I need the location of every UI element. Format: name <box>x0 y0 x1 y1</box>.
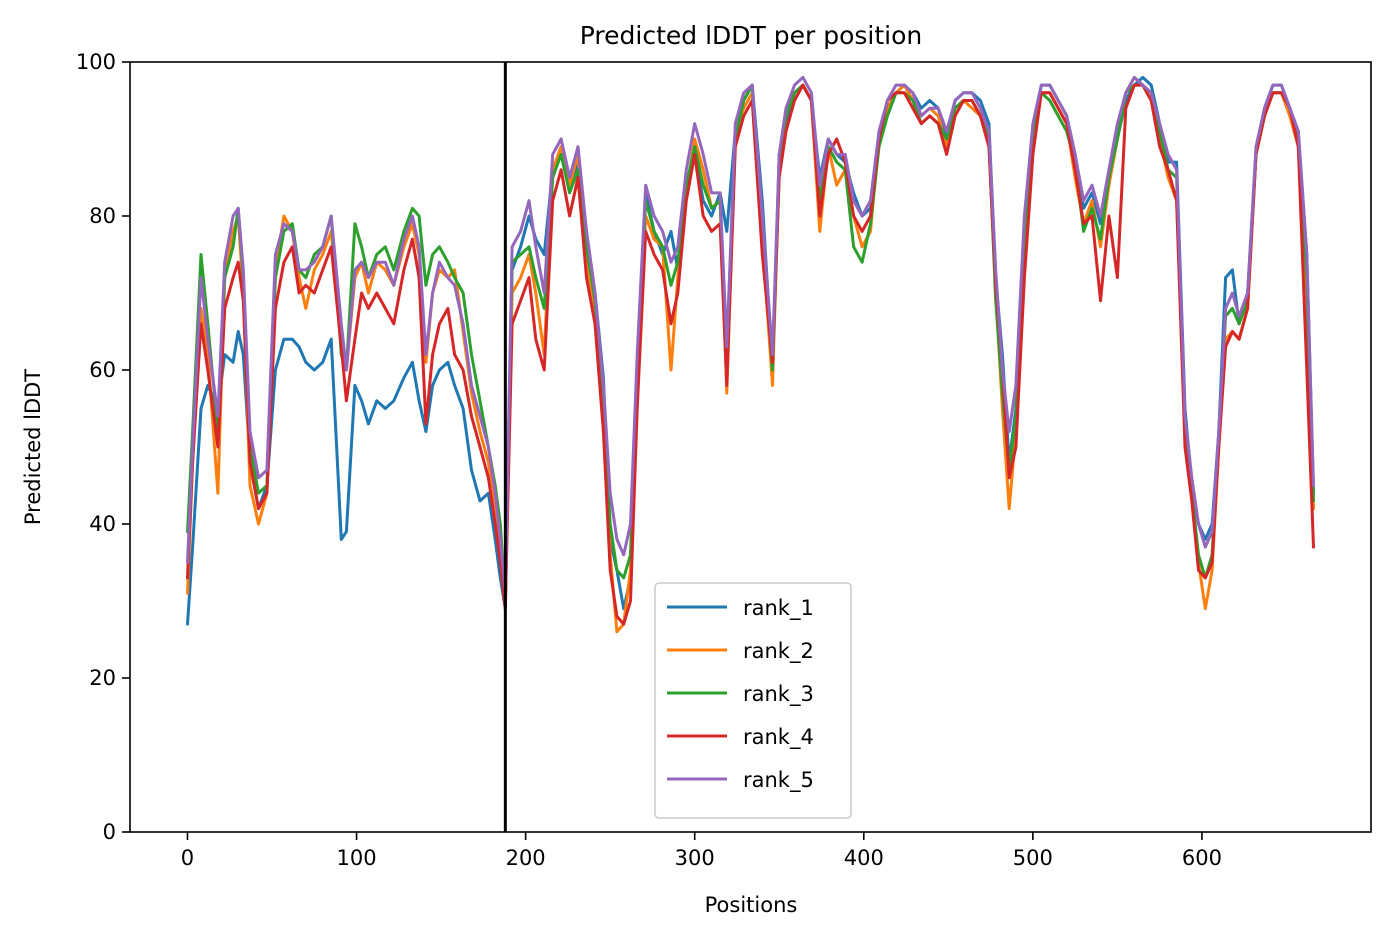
y-axis: 0 20 40 60 80 100 <box>76 50 130 844</box>
legend-label-rank-3: rank_3 <box>743 682 814 707</box>
x-axis-title: Positions <box>705 893 798 917</box>
y-tick-label: 0 <box>103 820 116 844</box>
x-tick-label: 200 <box>506 846 546 870</box>
plot-area-frame <box>129 61 1372 833</box>
legend-label-rank-5: rank_5 <box>743 768 814 793</box>
y-tick-label: 100 <box>76 50 116 74</box>
x-tick-label: 400 <box>844 846 884 870</box>
x-tick-label: 0 <box>181 846 194 870</box>
x-tick-label: 500 <box>1013 846 1053 870</box>
legend-label-rank-1: rank_1 <box>743 596 814 621</box>
chart-title: Predicted lDDT per position <box>580 21 922 50</box>
y-tick-label: 20 <box>89 666 116 690</box>
y-tick-label: 60 <box>89 358 116 382</box>
series-line-rank-5 <box>186 75 1315 595</box>
series-lines <box>186 75 1315 634</box>
legend: rank_1 rank_2 rank_3 rank_4 rank_5 <box>654 582 852 819</box>
x-tick-label: 100 <box>337 846 377 870</box>
y-axis-title: Predicted lDDT <box>21 369 45 525</box>
x-axis: 0 100 200 300 400 500 600 <box>181 832 1222 870</box>
x-tick-label: 600 <box>1182 846 1222 870</box>
y-tick-label: 80 <box>89 204 116 228</box>
x-tick-label: 300 <box>675 846 715 870</box>
legend-label-rank-4: rank_4 <box>743 725 814 750</box>
legend-box <box>654 582 852 819</box>
y-tick-label: 40 <box>89 512 116 536</box>
legend-label-rank-2: rank_2 <box>743 639 814 664</box>
